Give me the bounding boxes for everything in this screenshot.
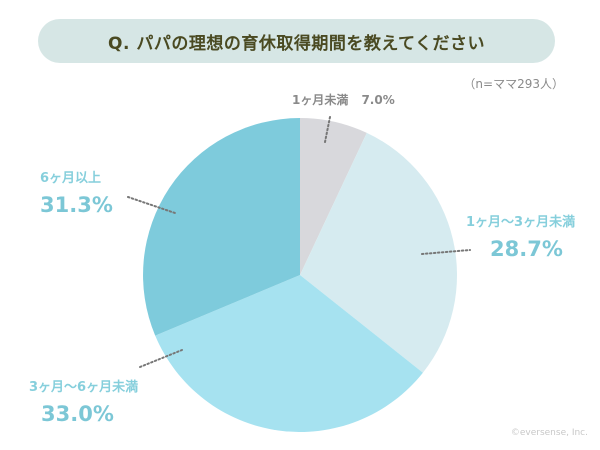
leader-line-3-to-6-months — [139, 349, 183, 368]
label-percent: 31.3% — [40, 193, 113, 217]
copyright-notice: ©eversense, Inc. — [510, 428, 588, 438]
label-6-months-plus: 6ヶ月以上 31.3% — [40, 172, 113, 216]
leader-line-6-months-plus — [127, 196, 176, 214]
label-category: 6ヶ月以上 — [40, 171, 102, 186]
label-category: 1ヶ月〜3ヶ月未満 — [466, 215, 576, 230]
slice-3-to-6-months — [155, 275, 423, 432]
label-3-to-6-months: 3ヶ月〜6ヶ月未満 33.0% — [29, 381, 138, 425]
label-category: 3ヶ月〜6ヶ月未満 — [29, 380, 139, 395]
slice-under-1-month — [300, 117, 367, 275]
slice-1-to-3-months — [300, 132, 458, 373]
slice-6-months-plus — [143, 118, 300, 336]
title-banner: Q. パパの理想の育休取得期間を教えてください — [38, 19, 555, 63]
chart-title: Q. パパの理想の育休取得期間を教えてください — [108, 33, 485, 54]
leader-line-under-1-month — [324, 116, 331, 143]
label-category: 1ヶ月未満 — [292, 93, 349, 107]
leader-line-1-to-3-months — [421, 249, 471, 255]
label-percent: 33.0% — [41, 402, 114, 426]
label-percent: 7.0% — [361, 93, 395, 107]
label-1-to-3-months: 1ヶ月〜3ヶ月未満 28.7% — [466, 216, 575, 260]
label-under-1-month: 1ヶ月未満 7.0% — [292, 91, 395, 107]
sample-size-note: （n=ママ293人） — [463, 77, 564, 91]
label-percent: 28.7% — [490, 237, 563, 261]
